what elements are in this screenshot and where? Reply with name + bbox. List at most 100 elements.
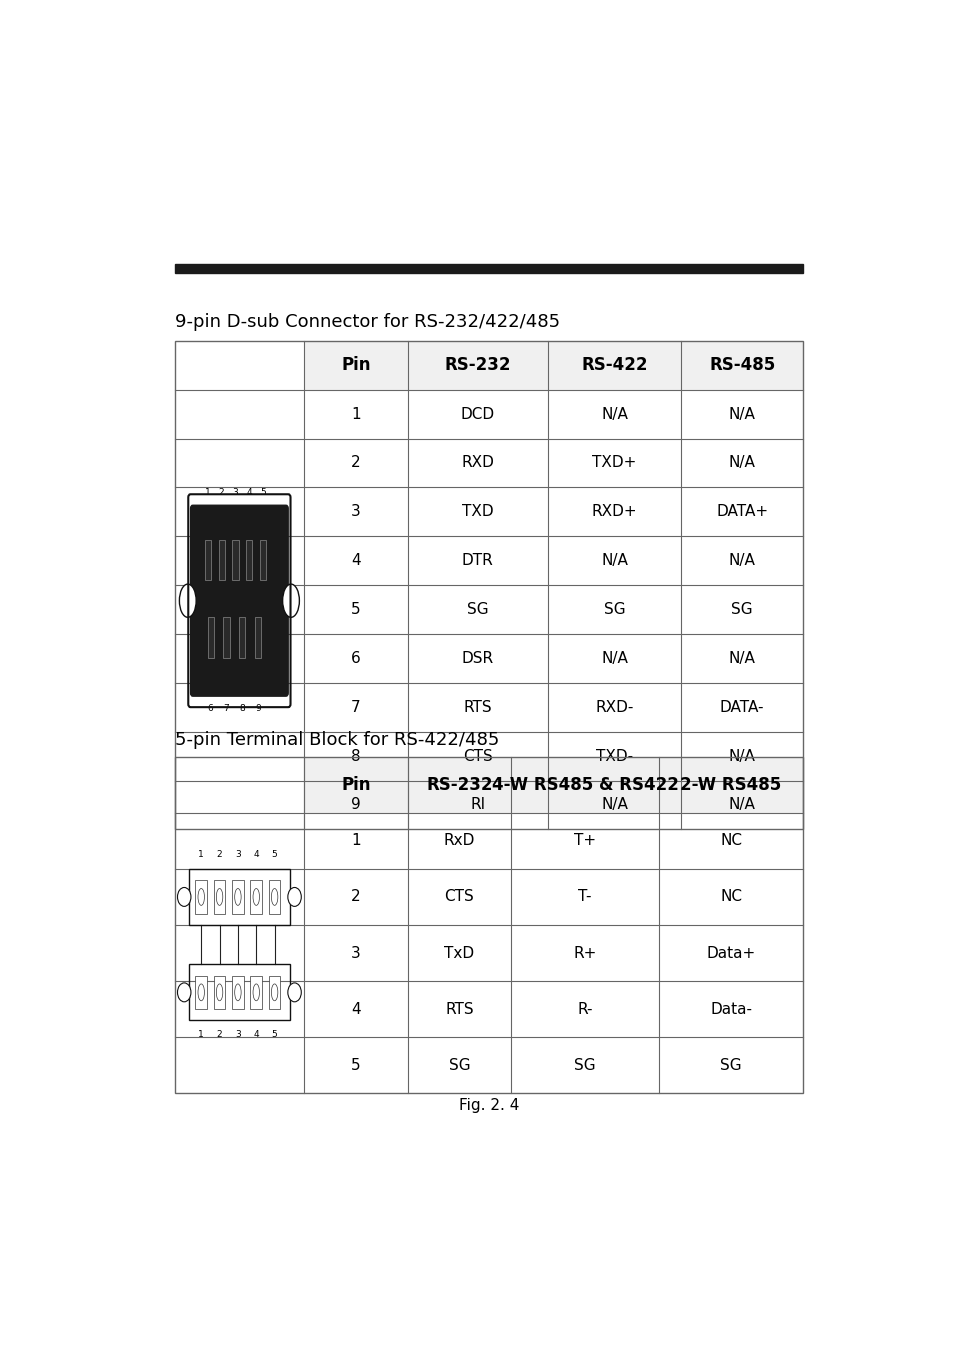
Ellipse shape (177, 887, 191, 906)
Text: 5: 5 (272, 1030, 277, 1040)
Text: 7: 7 (223, 705, 229, 713)
Text: 6: 6 (208, 705, 213, 713)
Text: N/A: N/A (600, 554, 627, 568)
Text: 2: 2 (351, 455, 360, 470)
Text: 8: 8 (351, 748, 360, 764)
Bar (195, 880, 207, 914)
Text: RXD+: RXD+ (591, 505, 637, 520)
Text: RS-232: RS-232 (426, 776, 492, 794)
Text: DTR: DTR (461, 554, 494, 568)
Text: 2-W RS485: 2-W RS485 (679, 776, 781, 794)
Text: SG: SG (574, 1058, 596, 1073)
Bar (174, 263, 802, 273)
Text: TxD: TxD (444, 945, 474, 961)
Bar (218, 540, 224, 580)
Text: 8: 8 (239, 705, 245, 713)
Text: 9-pin D-sub Connector for RS-232/422/485: 9-pin D-sub Connector for RS-232/422/485 (174, 313, 559, 332)
Text: 6: 6 (351, 651, 360, 666)
Bar (304, 340, 802, 390)
Bar (269, 880, 280, 914)
Text: R-: R- (577, 1002, 592, 1017)
Text: 9: 9 (351, 798, 360, 813)
Text: 4: 4 (253, 850, 259, 859)
Bar (250, 976, 262, 1010)
Text: Fig. 2. 4: Fig. 2. 4 (458, 1099, 518, 1114)
Text: 4: 4 (351, 1002, 360, 1017)
Bar (255, 617, 261, 657)
Text: N/A: N/A (728, 554, 755, 568)
Text: 1: 1 (351, 406, 360, 421)
Text: 2: 2 (216, 1030, 222, 1040)
Text: 3: 3 (351, 945, 360, 961)
Text: RS-232: RS-232 (444, 356, 511, 374)
Text: DCD: DCD (460, 406, 495, 421)
Bar (233, 540, 238, 580)
Text: N/A: N/A (600, 651, 627, 666)
Text: 3: 3 (234, 1030, 240, 1040)
Text: R+: R+ (573, 945, 597, 961)
Text: 5: 5 (351, 1058, 360, 1073)
Bar (269, 976, 280, 1010)
Text: 2: 2 (351, 890, 360, 905)
Text: Data-: Data- (709, 1002, 751, 1017)
Text: 2: 2 (216, 850, 222, 859)
Text: RTS: RTS (444, 1002, 474, 1017)
Text: Pin: Pin (341, 776, 370, 794)
Bar (213, 880, 225, 914)
Text: 1: 1 (205, 489, 211, 497)
Text: 2: 2 (218, 489, 224, 497)
Bar (208, 617, 213, 657)
Text: N/A: N/A (728, 455, 755, 470)
Text: 1: 1 (351, 833, 360, 848)
Text: SG: SG (731, 602, 752, 617)
Text: Pin: Pin (341, 356, 370, 374)
Text: DSR: DSR (461, 651, 494, 666)
Ellipse shape (288, 887, 301, 906)
Bar (223, 617, 230, 657)
Text: 4-W RS485 & RS422: 4-W RS485 & RS422 (491, 776, 678, 794)
Bar (189, 869, 290, 925)
Text: TXD: TXD (461, 505, 493, 520)
Bar (213, 976, 225, 1010)
Bar (205, 540, 211, 580)
Text: RS-485: RS-485 (708, 356, 775, 374)
Text: RS-422: RS-422 (580, 356, 647, 374)
Text: TXD-: TXD- (596, 748, 633, 764)
Text: 1: 1 (198, 1030, 204, 1040)
Text: 4: 4 (246, 489, 252, 497)
Ellipse shape (288, 983, 301, 1002)
Text: N/A: N/A (600, 798, 627, 813)
Text: 7: 7 (351, 699, 360, 714)
Text: N/A: N/A (728, 748, 755, 764)
Text: SG: SG (603, 602, 625, 617)
Bar (174, 756, 802, 1094)
Ellipse shape (282, 585, 299, 617)
Text: T+: T+ (574, 833, 596, 848)
Text: RTS: RTS (463, 699, 492, 714)
Text: N/A: N/A (728, 651, 755, 666)
Text: CTS: CTS (462, 748, 492, 764)
Text: 4: 4 (253, 1030, 259, 1040)
Bar (195, 976, 207, 1010)
Text: 9: 9 (255, 705, 261, 713)
Text: 4: 4 (351, 554, 360, 568)
Text: 5: 5 (260, 489, 266, 497)
Text: N/A: N/A (600, 406, 627, 421)
Bar (239, 617, 245, 657)
Text: Data+: Data+ (706, 945, 755, 961)
Text: 3: 3 (234, 850, 240, 859)
Bar (174, 340, 802, 829)
Text: RxD: RxD (443, 833, 475, 848)
Text: 3: 3 (233, 489, 238, 497)
Text: SG: SG (448, 1058, 470, 1073)
FancyBboxPatch shape (191, 505, 288, 697)
Text: CTS: CTS (444, 890, 474, 905)
Ellipse shape (177, 983, 191, 1002)
Text: RXD: RXD (461, 455, 494, 470)
Text: N/A: N/A (728, 406, 755, 421)
Text: NC: NC (720, 833, 741, 848)
Text: N/A: N/A (728, 798, 755, 813)
Ellipse shape (179, 585, 196, 617)
Bar (189, 964, 290, 1021)
Text: DATA-: DATA- (720, 699, 763, 714)
